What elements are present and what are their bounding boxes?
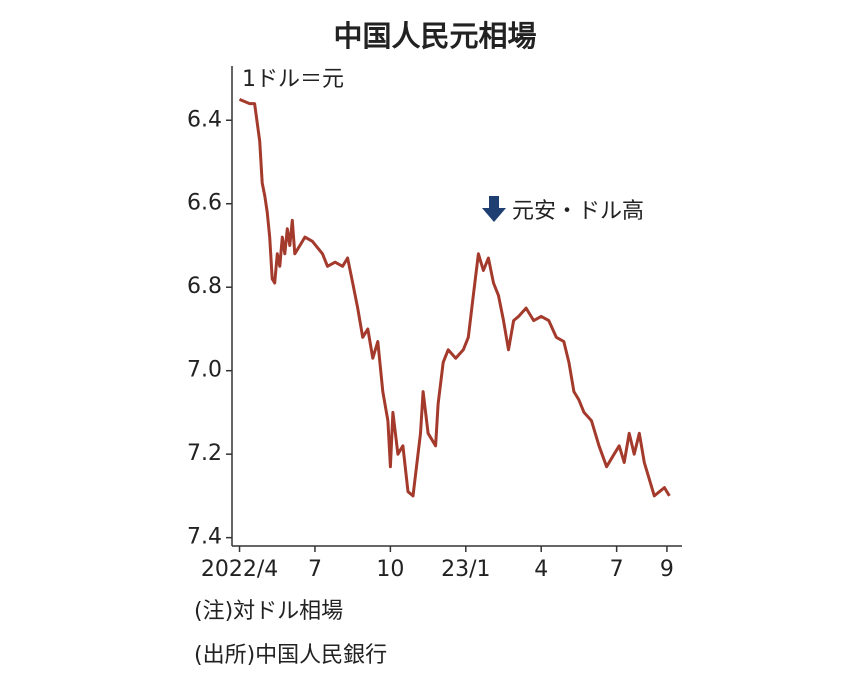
data-line — [238, 98, 671, 498]
annotation: 元安・ドル高 — [512, 199, 644, 224]
y-tick-label: 7.4 — [187, 525, 222, 550]
x-tick-label: 4 — [534, 557, 548, 582]
y-tick-label: 6.6 — [187, 191, 222, 216]
unit-label: 1ドル＝元 — [242, 67, 344, 92]
down-arrow — [482, 196, 506, 222]
chart-title: 中国人民元相場 — [333, 19, 536, 53]
note: (注)対ドル相場 — [194, 599, 343, 624]
source: (出所)中国人民銀行 — [194, 643, 387, 668]
y-tick-label: 6.4 — [187, 107, 222, 132]
x-tick-label: 7 — [610, 557, 624, 582]
x-tick-label: 9 — [660, 557, 674, 582]
y-tick-label: 7.2 — [187, 441, 222, 466]
y-tick-label: 6.8 — [187, 274, 222, 299]
y-tick-label: 7.0 — [187, 358, 222, 383]
x-tick-label: 2022/4 — [201, 557, 278, 582]
x-tick-label: 7 — [308, 557, 322, 582]
x-tick-label: 10 — [376, 557, 404, 582]
x-tick-label: 23/1 — [441, 557, 490, 582]
